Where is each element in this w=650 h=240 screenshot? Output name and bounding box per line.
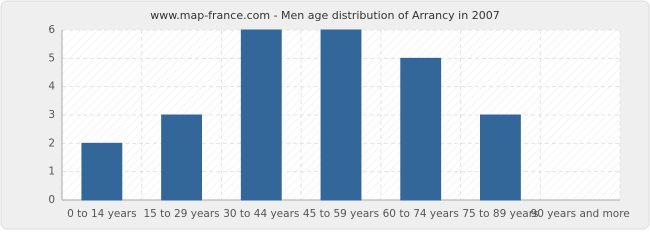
page: www.map-france.com - Men age distributio… xyxy=(0,0,650,230)
x-tick-label: 90 years and more xyxy=(531,208,630,220)
y-tick-label: 0 xyxy=(48,194,55,206)
bar xyxy=(480,114,521,201)
y-tick-label: 6 xyxy=(48,24,55,36)
bar xyxy=(81,142,123,201)
chart: www.map-france.com - Men age distributio… xyxy=(0,0,650,230)
bar xyxy=(161,114,202,201)
bar xyxy=(320,29,362,201)
x-tick-label: 15 to 29 years xyxy=(143,208,219,220)
x-tick-label: 30 to 44 years xyxy=(223,208,299,220)
x-tick-label: 60 to 74 years xyxy=(383,208,459,220)
y-tick-label: 2 xyxy=(48,137,55,149)
y-tick-label: 3 xyxy=(48,109,55,121)
bar xyxy=(400,57,442,201)
y-tick-label: 4 xyxy=(48,81,55,93)
y-tick-label: 5 xyxy=(48,52,55,64)
x-tick-label: 0 to 14 years xyxy=(67,208,137,220)
y-tick-label: 1 xyxy=(48,166,55,178)
x-tick-label: 45 to 59 years xyxy=(303,208,379,220)
chart-title: www.map-france.com - Men age distributio… xyxy=(150,9,499,22)
x-tick-label: 75 to 89 years xyxy=(462,208,538,220)
bar xyxy=(240,29,282,201)
